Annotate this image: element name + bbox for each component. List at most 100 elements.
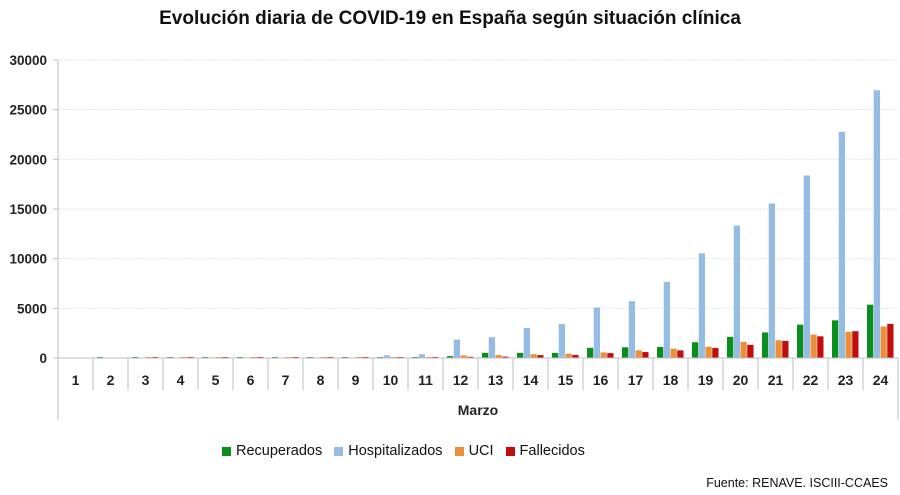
bar-fallecidos-12 xyxy=(467,356,474,358)
bar-uci-20 xyxy=(740,341,747,358)
bar-fallecidos-19 xyxy=(712,348,719,358)
bar-recuperados-12 xyxy=(447,356,454,358)
y-tick-label: 10000 xyxy=(9,252,47,267)
bar-hospitalizados-22 xyxy=(803,175,810,358)
bar-hospitalizados-11 xyxy=(418,354,425,358)
x-tick-label: 14 xyxy=(523,372,539,388)
x-tick-label: 19 xyxy=(698,372,714,388)
bar-hospitalizados-24 xyxy=(873,90,880,359)
bar-hospitalizados-10 xyxy=(383,355,390,358)
legend-label-uci: UCI xyxy=(468,443,494,459)
bar-hospitalizados-13 xyxy=(488,337,495,358)
bar-fallecidos-16 xyxy=(607,353,614,358)
bar-recuperados-15 xyxy=(552,352,559,358)
bar-hospitalizados-14 xyxy=(523,327,530,358)
bar-recuperados-20 xyxy=(727,336,734,358)
bar-fallecidos-24 xyxy=(887,323,894,358)
x-tick-label: 6 xyxy=(247,372,255,388)
bar-fallecidos-15 xyxy=(572,354,579,358)
legend-item-uci: UCI xyxy=(454,443,494,459)
x-tick-label: 16 xyxy=(593,372,609,388)
y-tick-label: 25000 xyxy=(9,103,47,118)
bar-fallecidos-18 xyxy=(677,350,684,358)
bar-fallecidos-23 xyxy=(852,331,859,358)
x-tick-label: 15 xyxy=(558,372,574,388)
x-tick-label: 10 xyxy=(383,372,399,388)
bar-uci-16 xyxy=(600,352,607,358)
bar-hospitalizados-16 xyxy=(593,307,600,358)
legend-item-recuperados: Recuperados xyxy=(222,443,322,459)
bar-uci-13 xyxy=(495,355,502,358)
bar-hospitalizados-19 xyxy=(698,253,705,358)
bar-uci-18 xyxy=(670,348,677,358)
bar-recuperados-21 xyxy=(762,332,769,358)
legend-label-recuperados: Recuperados xyxy=(236,443,323,459)
bar-fallecidos-22 xyxy=(817,336,824,358)
bar-recuperados-22 xyxy=(797,324,804,358)
bar-hospitalizados-20 xyxy=(733,225,740,358)
bar-recuperados-17 xyxy=(622,347,629,358)
bar-uci-14 xyxy=(530,354,537,358)
bar-fallecidos-13 xyxy=(502,356,509,358)
bar-fallecidos-21 xyxy=(782,340,789,358)
bar-recuperados-13 xyxy=(482,352,489,358)
source-note: Fuente: RENAVE. ISCIII-CCAES xyxy=(706,476,888,490)
x-tick-label: 2 xyxy=(107,372,115,388)
bar-recuperados-16 xyxy=(587,347,594,358)
x-tick-label: 20 xyxy=(733,372,749,388)
bar-uci-23 xyxy=(845,331,852,358)
x-tick-label: 24 xyxy=(873,372,889,388)
y-tick-label: 0 xyxy=(39,351,47,366)
chart-title: Evolución diaria de COVID-19 en España s… xyxy=(159,8,741,29)
bar-uci-21 xyxy=(775,340,782,358)
legend-swatch-fallecidos xyxy=(505,446,515,456)
legend-item-hospitalizados: Hospitalizados xyxy=(334,443,443,459)
y-tick-label: 30000 xyxy=(9,53,47,68)
y-tick-label: 20000 xyxy=(9,152,47,167)
bar-hospitalizados-17 xyxy=(628,301,635,358)
legend-swatch-uci xyxy=(454,446,464,456)
y-tick-label: 15000 xyxy=(9,202,47,217)
x-tick-label: 23 xyxy=(838,372,854,388)
bar-fallecidos-20 xyxy=(747,344,754,358)
x-tick-label: 13 xyxy=(488,372,504,388)
legend-swatch-recuperados xyxy=(222,446,231,456)
x-tick-label: 8 xyxy=(317,372,325,388)
legend-item-fallecidos: Fallecidos xyxy=(505,443,585,459)
bar-uci-15 xyxy=(565,353,572,358)
y-tick-label: 5000 xyxy=(17,301,47,316)
bar-fallecidos-14 xyxy=(537,355,544,358)
bar-uci-17 xyxy=(635,350,642,358)
x-tick-label: 18 xyxy=(663,372,679,388)
x-tick-label: 17 xyxy=(628,372,644,388)
x-tick-label: 4 xyxy=(177,372,185,388)
bar-hospitalizados-23 xyxy=(838,131,845,358)
bar-recuperados-18 xyxy=(657,347,664,358)
bar-fallecidos-17 xyxy=(642,352,649,358)
x-tick-label: 5 xyxy=(212,372,220,388)
x-tick-label: 7 xyxy=(282,372,290,388)
bar-hospitalizados-18 xyxy=(663,281,670,358)
legend-label-hospitalizados: Hospitalizados xyxy=(348,443,443,459)
x-tick-label: 1 xyxy=(72,372,80,388)
bar-uci-12 xyxy=(460,355,467,358)
bar-recuperados-24 xyxy=(867,304,874,358)
bar-uci-22 xyxy=(810,334,817,358)
legend-label-fallecidos: Fallecidos xyxy=(519,443,585,459)
legend-swatch-hospitalizados xyxy=(334,446,344,456)
x-tick-label: 11 xyxy=(418,372,433,388)
x-tick-label: 3 xyxy=(142,372,150,388)
x-axis-label: Marzo xyxy=(458,402,498,418)
bar-recuperados-19 xyxy=(692,342,699,358)
x-tick-label: 21 xyxy=(768,372,784,388)
bar-hospitalizados-21 xyxy=(768,203,775,358)
bar-recuperados-14 xyxy=(517,352,524,358)
x-tick-label: 9 xyxy=(352,372,360,388)
x-tick-label: 22 xyxy=(803,372,819,388)
bar-hospitalizados-12 xyxy=(453,339,460,358)
bar-uci-19 xyxy=(705,346,712,358)
bar-uci-24 xyxy=(880,326,887,358)
bar-recuperados-23 xyxy=(832,320,839,358)
legend: Recuperados Hospitalizados UCI Fallecido… xyxy=(222,443,597,459)
